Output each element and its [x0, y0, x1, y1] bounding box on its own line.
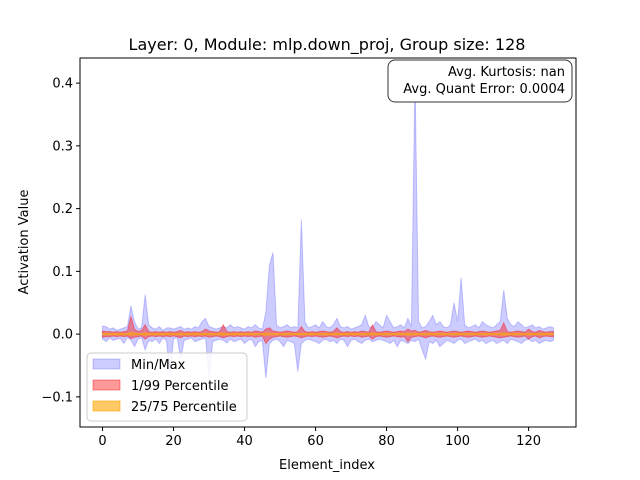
minmax-band [102, 73, 554, 379]
chart-title: Layer: 0, Module: mlp.down_proj, Group s… [129, 35, 526, 55]
y-axis-label: Activation Value [17, 190, 32, 295]
y-tick-label: 0.4 [52, 77, 73, 92]
x-tick-label: 100 [445, 434, 470, 449]
legend-label-p1-99: 1/99 Percentile [131, 379, 228, 394]
x-tick-label: 20 [165, 434, 182, 449]
x-tick-label: 0 [98, 434, 106, 449]
legend-frame [86, 352, 248, 422]
legend-label-p25-75: 25/75 Percentile [131, 400, 237, 415]
legend-swatch-p1-99 [92, 379, 121, 391]
annotation-kurtosis: Avg. Kurtosis: nan [448, 65, 565, 80]
x-tick-label: 120 [516, 434, 541, 449]
legend: Min/Max 1/99 Percentile 25/75 Percentile [86, 352, 248, 422]
legend-label-minmax: Min/Max [131, 358, 186, 373]
x-axis-ticks: 0 20 40 60 80 100 120 [98, 427, 541, 449]
y-tick-label: 0.1 [52, 265, 73, 280]
y-tick-label: 0.0 [52, 328, 73, 343]
annotation-frame [387, 59, 573, 103]
legend-swatch-minmax [92, 358, 121, 370]
y-tick-label: −0.1 [41, 390, 73, 405]
annotation-box: Avg. Kurtosis: nan Avg. Quant Error: 0.0… [387, 59, 573, 103]
y-tick-label: 0.2 [52, 202, 73, 217]
p25-75-band [102, 331, 554, 336]
x-axis-label: Element_index [279, 458, 375, 473]
y-axis-ticks: −0.1 0.0 0.1 0.2 0.3 0.4 [41, 77, 80, 405]
y-tick-label: 0.3 [52, 139, 73, 154]
x-tick-label: 80 [378, 434, 395, 449]
p1-99-band [102, 314, 554, 345]
legend-swatch-p25-75 [92, 400, 121, 412]
plot-frame [79, 57, 577, 428]
x-tick-label: 60 [307, 434, 324, 449]
annotation-quant-error: Avg. Quant Error: 0.0004 [403, 82, 565, 97]
band-layer [102, 73, 554, 379]
x-tick-label: 40 [236, 434, 253, 449]
